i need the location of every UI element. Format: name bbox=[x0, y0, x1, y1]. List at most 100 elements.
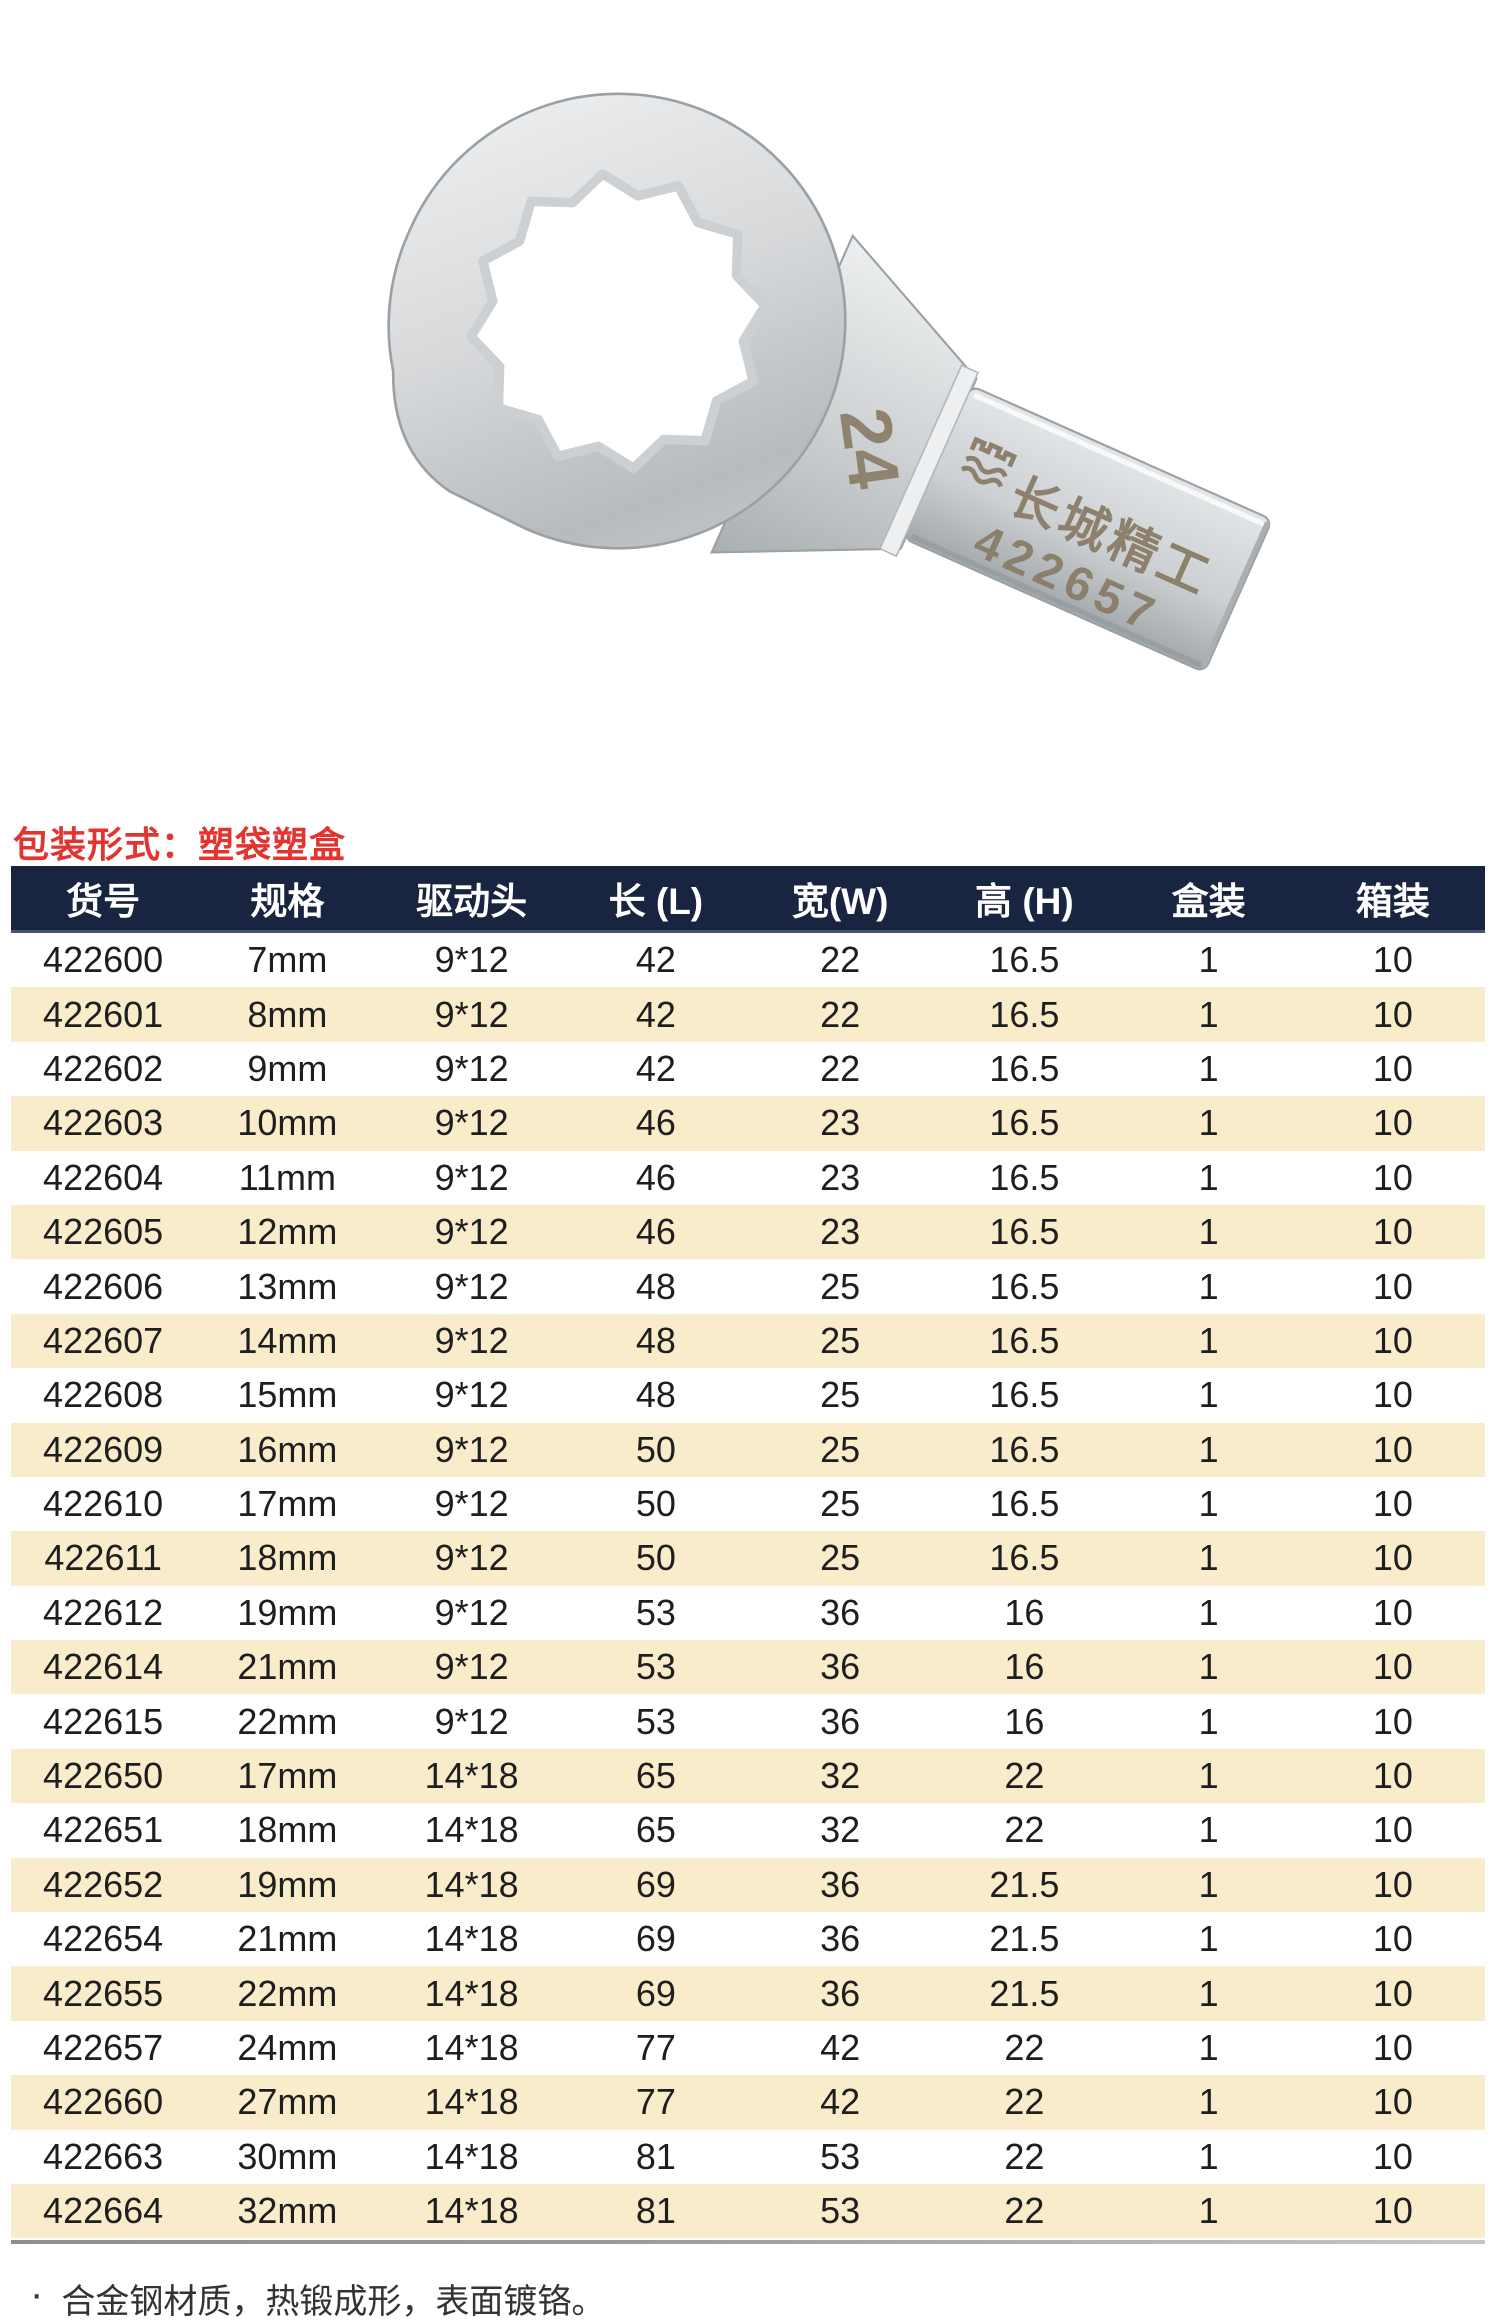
table-row: 422608 15mm 9*12 48 25 16.5 1 10 bbox=[11, 1368, 1485, 1423]
table-cell: 1 bbox=[1198, 1755, 1219, 1797]
table-cell: 25 bbox=[820, 1428, 861, 1470]
table-cell: 19mm bbox=[237, 1863, 338, 1905]
table-cell: 21mm bbox=[237, 1918, 338, 1960]
table-cell: 21mm bbox=[237, 1646, 338, 1688]
table-cell: 32 bbox=[820, 1809, 861, 1851]
table-cell: 16.5 bbox=[989, 1374, 1060, 1416]
table-row: 422607 14mm 9*12 48 25 16.5 1 10 bbox=[11, 1313, 1485, 1369]
table-cell: 9*12 bbox=[434, 1265, 509, 1307]
table-cell: 69 bbox=[635, 1972, 676, 2014]
table-cell: 1 bbox=[1198, 1156, 1219, 1198]
table-cell: 32 bbox=[820, 1755, 861, 1797]
table-cell: 10 bbox=[1372, 1047, 1413, 1089]
table-cell: 1 bbox=[1198, 2081, 1219, 2123]
table-cell: 30mm bbox=[237, 2135, 338, 2177]
table-cell: 12mm bbox=[237, 1211, 338, 1253]
table-cell: 18mm bbox=[237, 1537, 338, 1579]
packaging-label: 包装形式：塑袋塑盒 bbox=[13, 824, 347, 865]
table-cell: 50 bbox=[635, 1483, 676, 1525]
table-cell: 77 bbox=[635, 2027, 676, 2068]
table-cell: 23 bbox=[820, 1102, 861, 1144]
table-cell: 1 bbox=[1198, 993, 1219, 1035]
table-cell: 46 bbox=[635, 1211, 676, 1253]
table-cell: 50 bbox=[635, 1537, 676, 1579]
table-cell: 65 bbox=[635, 1809, 676, 1851]
table-cell: 16.5 bbox=[989, 993, 1060, 1035]
table-cell: 1 bbox=[1198, 1047, 1219, 1089]
table-cell: 1 bbox=[1198, 1483, 1219, 1525]
column-header: 规格 bbox=[195, 866, 380, 933]
table-cell: 16mm bbox=[237, 1428, 338, 1470]
table-cell: 27mm bbox=[237, 2081, 338, 2123]
footnote-text: 合金钢材质，热锻成形，表面镀铬。 bbox=[61, 2283, 606, 2321]
table-cell: 10 bbox=[1372, 2081, 1413, 2123]
table-cell: 14*18 bbox=[424, 1809, 519, 1851]
table-row: 422663 30mm 14*18 81 53 22 1 10 bbox=[11, 2129, 1485, 2184]
table-cell: 14*18 bbox=[424, 2027, 519, 2068]
table-cell: 36 bbox=[820, 1918, 861, 1960]
table-cell: 10 bbox=[1372, 1918, 1413, 1960]
table-cell: 42 bbox=[820, 2027, 861, 2068]
table-cell: 22 bbox=[1004, 2135, 1045, 2177]
table-cell: 10 bbox=[1372, 1591, 1413, 1633]
table-cell: 14*18 bbox=[424, 2190, 519, 2232]
table-cell: 9*12 bbox=[434, 1483, 509, 1525]
table-row: 422651 18mm 14*18 65 32 22 1 10 bbox=[11, 1803, 1485, 1858]
column-header: 箱装 bbox=[1300, 866, 1485, 933]
table-cell: 10mm bbox=[237, 1102, 338, 1144]
table-cell: 1 bbox=[1198, 1591, 1219, 1633]
table-cell: 1 bbox=[1198, 1265, 1219, 1307]
table-cell: 13mm bbox=[237, 1265, 338, 1307]
table-cell: 10 bbox=[1372, 993, 1413, 1035]
spec-table: 货号 规格 驱动头 长 (L) 宽(W) 高 (H) 盒装 箱装 422600 7… bbox=[11, 866, 1485, 2239]
table-cell: 1 bbox=[1198, 1211, 1219, 1253]
table-cell: 25 bbox=[820, 1265, 861, 1307]
table-row: 422654 21mm 14*18 69 36 21.5 1 10 bbox=[11, 1912, 1485, 1967]
table-cell: 48 bbox=[635, 1374, 676, 1416]
table-cell: 22 bbox=[1004, 2027, 1045, 2068]
table-cell: 8mm bbox=[247, 993, 328, 1035]
table-cell: 9*12 bbox=[434, 1374, 509, 1416]
table-cell: 23 bbox=[820, 1156, 861, 1198]
table-cell: 46 bbox=[635, 1156, 676, 1198]
table-row: 422603 10mm 9*12 46 23 16.5 1 10 bbox=[11, 1096, 1485, 1151]
table-cell: 25 bbox=[820, 1319, 861, 1361]
table-row: 422604 11mm 9*12 46 23 16.5 1 10 bbox=[11, 1150, 1485, 1205]
table-cell: 53 bbox=[820, 2135, 861, 2177]
table-cell: 42 bbox=[635, 1047, 676, 1089]
table-cell: 21.5 bbox=[989, 1918, 1060, 1960]
tang-top-highlight bbox=[972, 392, 1267, 528]
table-cell: 1 bbox=[1198, 2135, 1219, 2177]
table-cell: 17mm bbox=[237, 1483, 338, 1525]
table-cell: 16.5 bbox=[989, 1483, 1060, 1525]
table-row: 422605 12mm 9*12 46 23 16.5 1 10 bbox=[11, 1204, 1485, 1260]
table-cell: 10 bbox=[1372, 2135, 1413, 2177]
table-cell: 1 bbox=[1198, 2190, 1219, 2232]
table-cell: 23 bbox=[820, 1211, 861, 1253]
table-cell: 10 bbox=[1372, 1863, 1413, 1905]
table-cell: 1 bbox=[1198, 1646, 1219, 1688]
table-row: 422652 19mm 14*18 69 36 21.5 1 10 bbox=[11, 1857, 1485, 1913]
table-cell: 36 bbox=[820, 1863, 861, 1905]
table-cell: 10 bbox=[1372, 1428, 1413, 1470]
column-header: 盒装 bbox=[1116, 866, 1301, 933]
table-cell: 422657 bbox=[43, 2027, 164, 2068]
table-row: 422602 9mm 9*12 42 22 16.5 1 10 bbox=[11, 1041, 1485, 1097]
table-cell: 14*18 bbox=[424, 1863, 519, 1905]
table-cell: 10 bbox=[1372, 1646, 1413, 1688]
table-cell: 9*12 bbox=[434, 1537, 509, 1579]
table-cell: 422600 bbox=[43, 939, 164, 981]
table-cell: 53 bbox=[635, 1591, 676, 1633]
table-cell: 422606 bbox=[43, 1265, 164, 1307]
table-cell: 1 bbox=[1198, 1537, 1219, 1579]
table-cell: 16.5 bbox=[989, 1102, 1060, 1144]
tang-bottom-shadow bbox=[910, 533, 1204, 669]
joint-chamfer-band bbox=[878, 364, 980, 558]
table-cell: 16.5 bbox=[989, 1265, 1060, 1307]
table-cell: 42 bbox=[635, 939, 676, 981]
table-cell: 1 bbox=[1198, 939, 1219, 981]
table-cell: 7mm bbox=[247, 939, 328, 981]
table-cell: 422614 bbox=[43, 1646, 164, 1688]
table-cell: 422660 bbox=[43, 2081, 164, 2123]
